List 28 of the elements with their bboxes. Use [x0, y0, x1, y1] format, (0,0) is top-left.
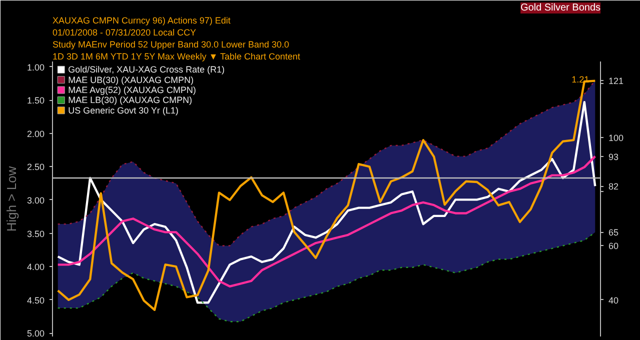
data-label: 82	[608, 182, 619, 192]
legend-label: MAE UB(30) (XAUXAG CMPN)	[68, 74, 194, 85]
data-label: 65	[608, 228, 619, 238]
text: 01/01/2008 - 07/31/2020 Local CCY	[52, 28, 196, 38]
y-tick-label: 2.50	[26, 162, 45, 172]
y-tick-label: 4.00	[26, 262, 45, 272]
legend-label: Gold/Silver, XAU-XAG Cross Rate (R1)	[68, 64, 225, 75]
data-label: 93	[608, 152, 619, 162]
data-label: 121	[608, 76, 624, 86]
y-tick-label: 1.00	[26, 62, 45, 72]
y-tick-label: 4.50	[26, 295, 45, 306]
y-tick-label: 3.50	[26, 228, 45, 239]
y-tick-label: 2.00	[26, 128, 45, 139]
legend-label: MAE LB(30) (XAUXAG CMPN)	[68, 95, 192, 106]
y-tick-label: 3.00	[26, 196, 45, 206]
legend-label: US Generic Govt 30 Yr (L1)	[68, 105, 178, 116]
annotation: 1D 3D 1M 6M YTD 1Y 5Y Max Weekly ▼ Table Chart Content	[52, 52, 301, 62]
y-tick-label: 1.50	[26, 96, 45, 106]
y-axis-title: High > Low	[4, 166, 19, 232]
text: XAUXAG CMPN Curncy 96) Actions 97) Edit	[52, 16, 232, 26]
legend-label: MAE Avg(52) (XAUXAG CMPN)	[68, 85, 196, 96]
y2-tick-label: 100	[608, 132, 624, 143]
text: Study MAEnv Period 52 Upper Band 30.0 Lower Band 30.0	[52, 40, 290, 50]
y2-tick-label: 60	[608, 241, 619, 252]
line-series	[56, 155, 596, 288]
y-tick-label: 5.00	[26, 328, 45, 339]
y2-tick-label: 40	[608, 295, 619, 306]
chart-title: Gold Silver Bonds	[520, 2, 601, 14]
